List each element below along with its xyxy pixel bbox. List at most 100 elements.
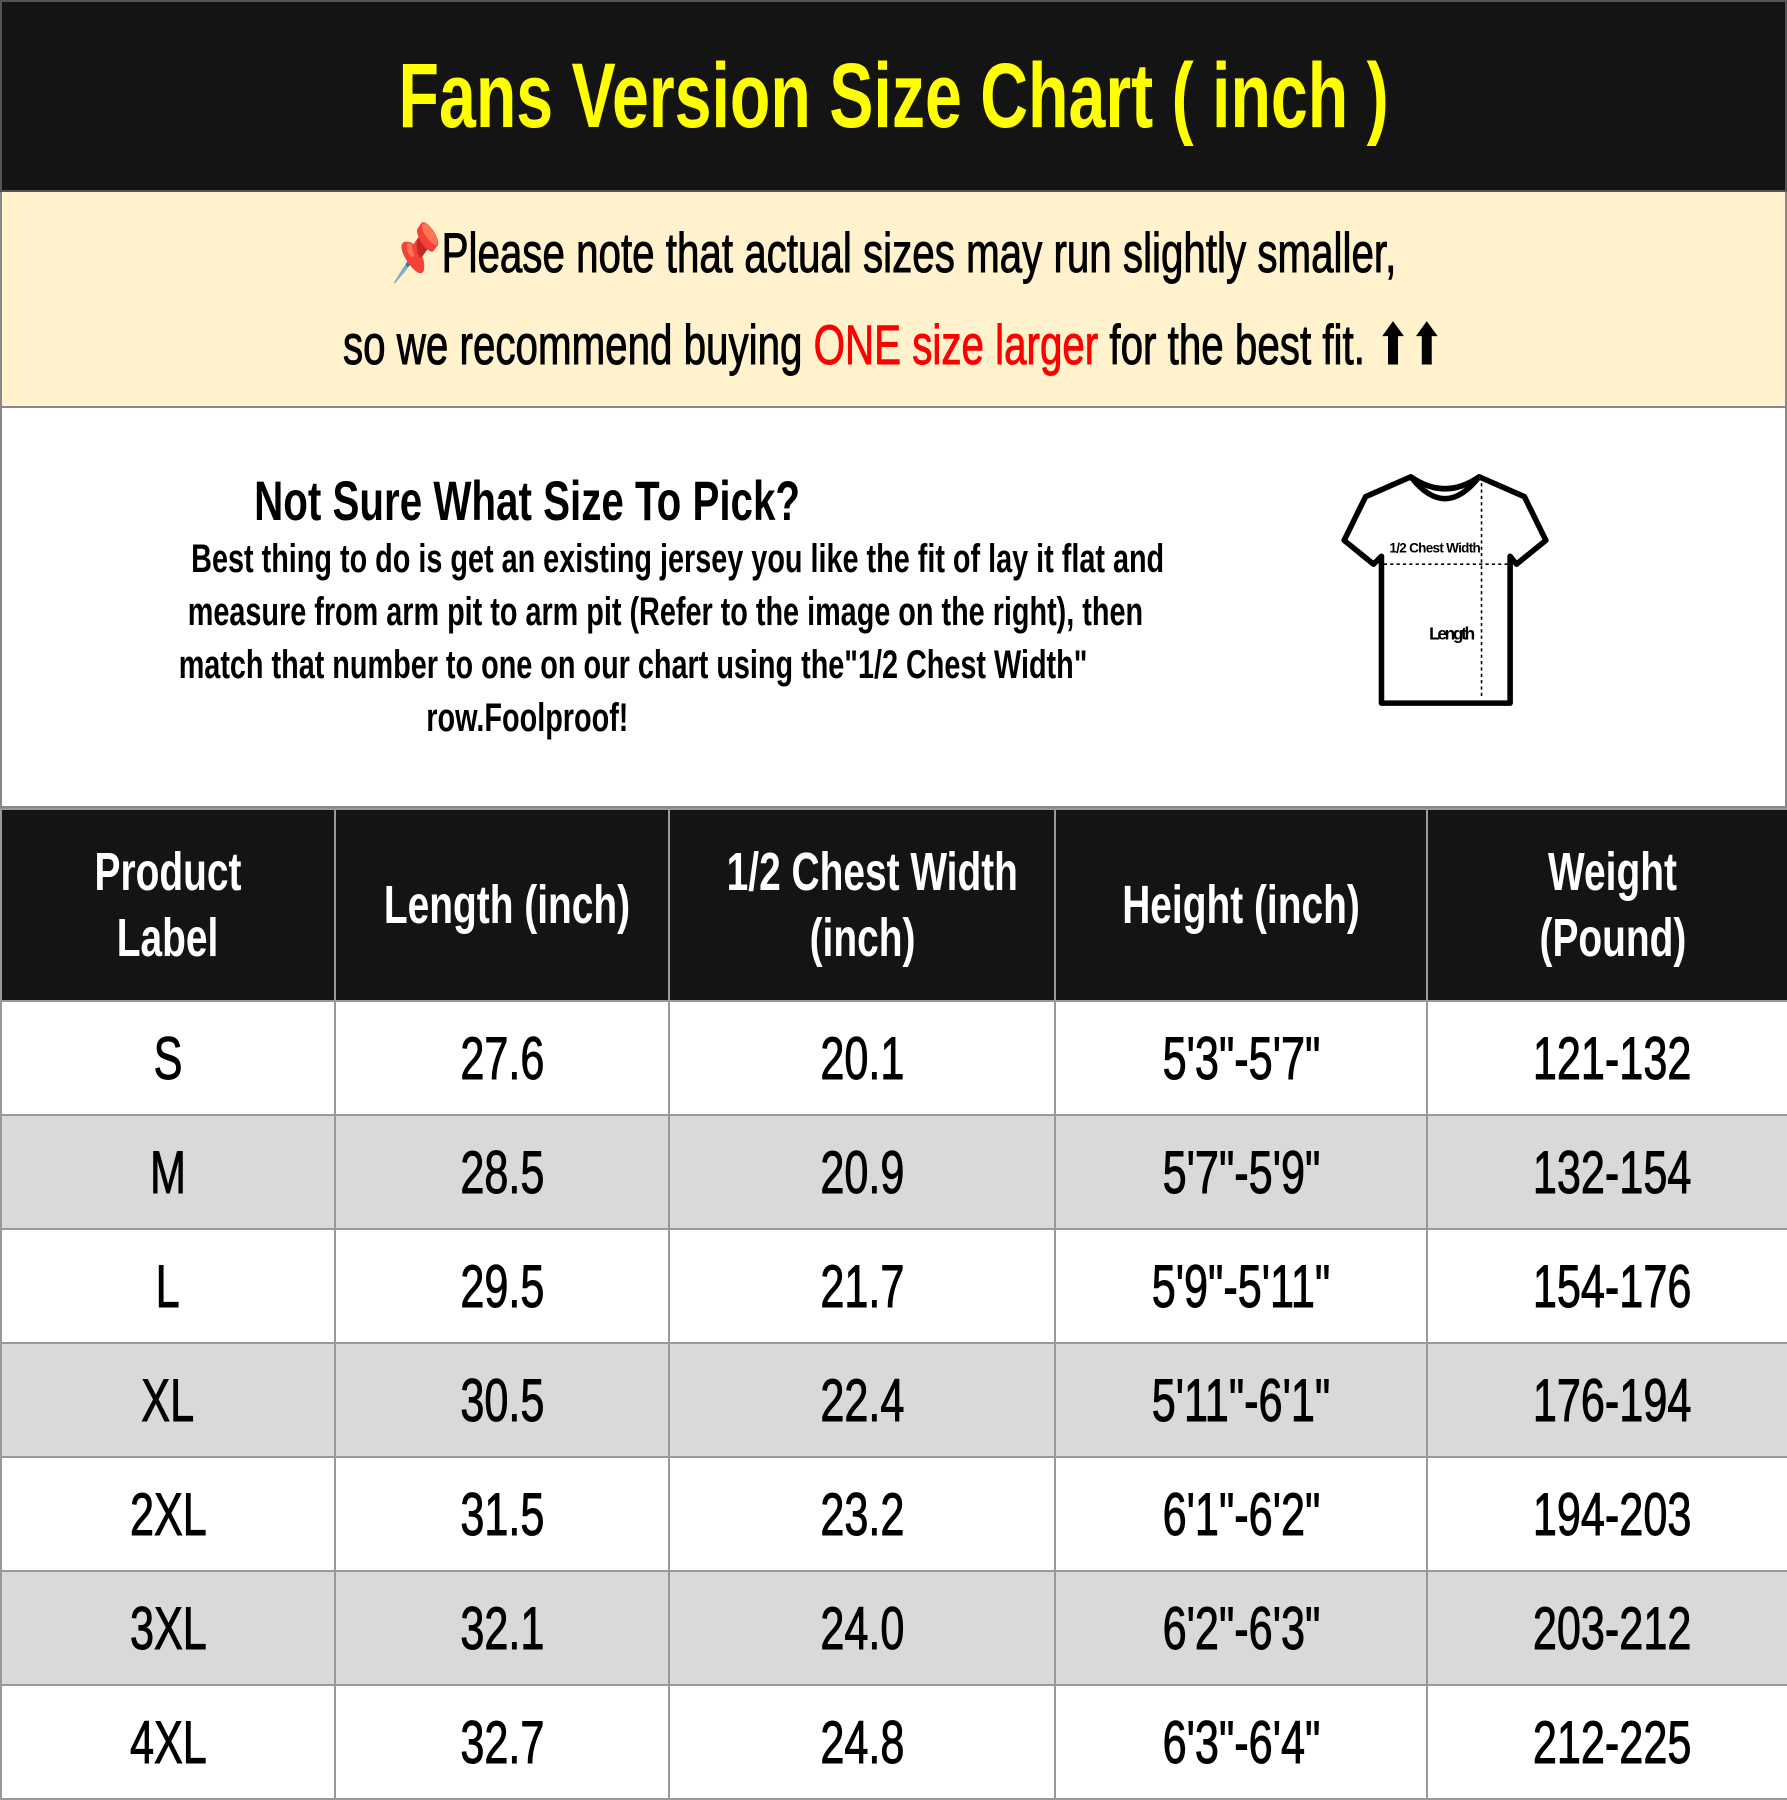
column-header-text: Product <box>94 842 242 902</box>
table-cell: 23.2 <box>668 1456 1056 1572</box>
cell-value: 20.9 <box>819 1138 905 1206</box>
help-text-line: Best thing to do is get an existing jers… <box>191 537 1165 581</box>
note-line-2-after: for the best fit. <box>1098 313 1366 377</box>
table-cell: 24.8 <box>668 1684 1056 1800</box>
tshirt-diagram-icon: 1/2 Chest Width Length <box>1341 474 1549 706</box>
table-cell: 30.5 <box>334 1342 670 1458</box>
column-header: 1/2 Chest Width (inch) <box>668 808 1056 1002</box>
table-cell: 5'11"-6'1" <box>1054 1342 1428 1458</box>
table-cell: 22.4 <box>668 1342 1056 1458</box>
cell-value: 22.4 <box>819 1366 905 1434</box>
table-cell: 5'3"-5'7" <box>1054 1000 1428 1116</box>
note-highlight: ONE size larger <box>813 313 1099 377</box>
size-table: Product Label Length (inch) 1/2 Chest Width… <box>0 808 1787 1800</box>
column-header-text: Label <box>117 908 219 968</box>
table-cell: 31.5 <box>334 1456 670 1572</box>
cell-value: 24.0 <box>819 1594 905 1662</box>
table-cell: 20.1 <box>668 1000 1056 1116</box>
cell-value: 30.5 <box>459 1366 545 1434</box>
table-cell: 5'9"-5'11" <box>1054 1228 1428 1344</box>
table-cell: 29.5 <box>334 1228 670 1344</box>
cell-value: 176-194 <box>1533 1366 1692 1434</box>
note-line-2-before: so we recommend buying <box>343 313 814 377</box>
cell-value: L <box>155 1252 181 1320</box>
note-line-1-text: Please note that actual sizes may run sl… <box>441 221 1396 285</box>
column-header: Product Label <box>0 808 336 1002</box>
column-header-text: Weight <box>1548 842 1677 902</box>
up-arrows-icon: ⬆⬆ <box>1376 313 1444 377</box>
table-cell: 6'2"-6'3" <box>1054 1570 1428 1686</box>
cell-value: 132-154 <box>1533 1138 1692 1206</box>
help-text-line: measure from arm pit to arm pit (Refer t… <box>187 590 1144 634</box>
cell-value: 32.1 <box>459 1594 545 1662</box>
column-header-text: (inch) <box>809 908 915 968</box>
cell-value: 27.6 <box>459 1024 545 1092</box>
table-row: S 27.6 20.1 5'3"-5'7" 121-132 <box>0 1000 1787 1116</box>
table-row: M 28.5 20.9 5'7"-5'9" 132-154 <box>0 1114 1787 1230</box>
table-cell: 6'1"-6'2" <box>1054 1456 1428 1572</box>
table-cell: 176-194 <box>1426 1342 1787 1458</box>
column-header-text: (Pound) <box>1539 908 1686 968</box>
page-title: Fans Version Size Chart ( inch ) <box>398 44 1389 147</box>
cell-value: 6'3"-6'4" <box>1162 1708 1320 1776</box>
help-heading: Not Sure What Size To Pick? <box>254 469 800 532</box>
cell-value: 31.5 <box>459 1480 545 1548</box>
cell-value: 3XL <box>129 1594 207 1662</box>
table-cell: 154-176 <box>1426 1228 1787 1344</box>
table-cell: 21.7 <box>668 1228 1056 1344</box>
cell-value: 5'9"-5'11" <box>1151 1252 1331 1320</box>
table-cell: 3XL <box>0 1570 336 1686</box>
table-row: 3XL 32.1 24.0 6'2"-6'3" 203-212 <box>0 1570 1787 1686</box>
table-cell: 203-212 <box>1426 1570 1787 1686</box>
table-row: L 29.5 21.7 5'9"-5'11" 154-176 <box>0 1228 1787 1344</box>
cell-value: 21.7 <box>819 1252 905 1320</box>
cell-value: 212-225 <box>1533 1708 1692 1776</box>
column-header-text: Height (inch) <box>1122 875 1360 935</box>
cell-value: 29.5 <box>459 1252 545 1320</box>
cell-value: 2XL <box>129 1480 207 1548</box>
table-cell: 20.9 <box>668 1114 1056 1230</box>
cell-value: 5'11"-6'1" <box>1151 1366 1331 1434</box>
table-cell: M <box>0 1114 336 1230</box>
cell-value: 23.2 <box>819 1480 905 1548</box>
chest-width-label: 1/2 Chest Width <box>1389 540 1480 555</box>
cell-value: 4XL <box>129 1708 207 1776</box>
table-cell: 24.0 <box>668 1570 1056 1686</box>
title-banner: Fans Version Size Chart ( inch ) <box>0 0 1787 192</box>
table-cell: 121-132 <box>1426 1000 1787 1116</box>
column-header: Height (inch) <box>1054 808 1428 1002</box>
cell-value: 203-212 <box>1533 1594 1692 1662</box>
table-cell: 6'3"-6'4" <box>1054 1684 1428 1800</box>
cell-value: S <box>153 1024 183 1092</box>
table-row: 4XL 32.7 24.8 6'3"-6'4" 212-225 <box>0 1684 1787 1800</box>
table-row: 2XL 31.5 23.2 6'1"-6'2" 194-203 <box>0 1456 1787 1572</box>
table-cell: S <box>0 1000 336 1116</box>
column-header: Length (inch) <box>334 808 670 1002</box>
cell-value: 5'7"-5'9" <box>1162 1138 1320 1206</box>
cell-value: 24.8 <box>819 1708 905 1776</box>
table-cell: 132-154 <box>1426 1114 1787 1230</box>
table-cell: 2XL <box>0 1456 336 1572</box>
cell-value: 194-203 <box>1533 1480 1692 1548</box>
sizing-help: Not Sure What Size To Pick? Best thing t… <box>0 408 1787 808</box>
note-line-1: 📌Please note that actual sizes may run s… <box>391 220 1396 286</box>
cell-value: XL <box>141 1366 195 1434</box>
cell-value: 6'1"-6'2" <box>1162 1480 1320 1548</box>
table-cell: 27.6 <box>334 1000 670 1116</box>
cell-value: 20.1 <box>819 1024 905 1092</box>
table-cell: 32.7 <box>334 1684 670 1800</box>
cell-value: 32.7 <box>459 1708 545 1776</box>
table-cell: L <box>0 1228 336 1344</box>
cell-value: 28.5 <box>459 1138 545 1206</box>
table-cell: 212-225 <box>1426 1684 1787 1800</box>
table-cell: XL <box>0 1342 336 1458</box>
table-row: XL 30.5 22.4 5'11"-6'1" 176-194 <box>0 1342 1787 1458</box>
note-line-2: so we recommend buying ONE size larger f… <box>343 312 1444 378</box>
table-cell: 32.1 <box>334 1570 670 1686</box>
length-label: Length <box>1429 624 1475 644</box>
column-header: Weight (Pound) <box>1426 808 1787 1002</box>
cell-value: 6'2"-6'3" <box>1162 1594 1320 1662</box>
table-cell: 194-203 <box>1426 1456 1787 1572</box>
cell-value: 121-132 <box>1533 1024 1692 1092</box>
column-header-text: Length (inch) <box>383 875 631 935</box>
